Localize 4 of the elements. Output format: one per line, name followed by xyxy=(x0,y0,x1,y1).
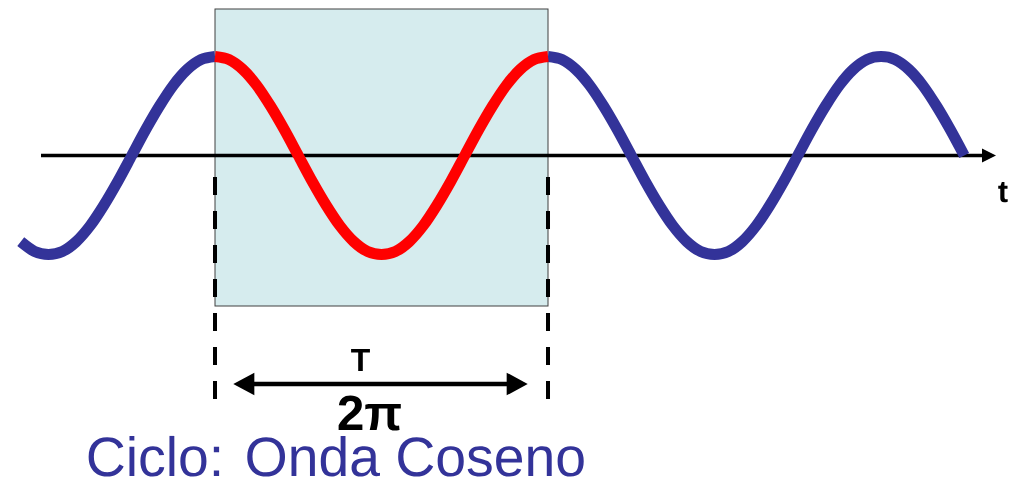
text: Ciclo: Onda Coseno xyxy=(88,435,584,477)
text: 2π xyxy=(338,395,401,431)
text: T xyxy=(351,348,370,371)
x-axis-title: t xyxy=(998,181,1008,203)
